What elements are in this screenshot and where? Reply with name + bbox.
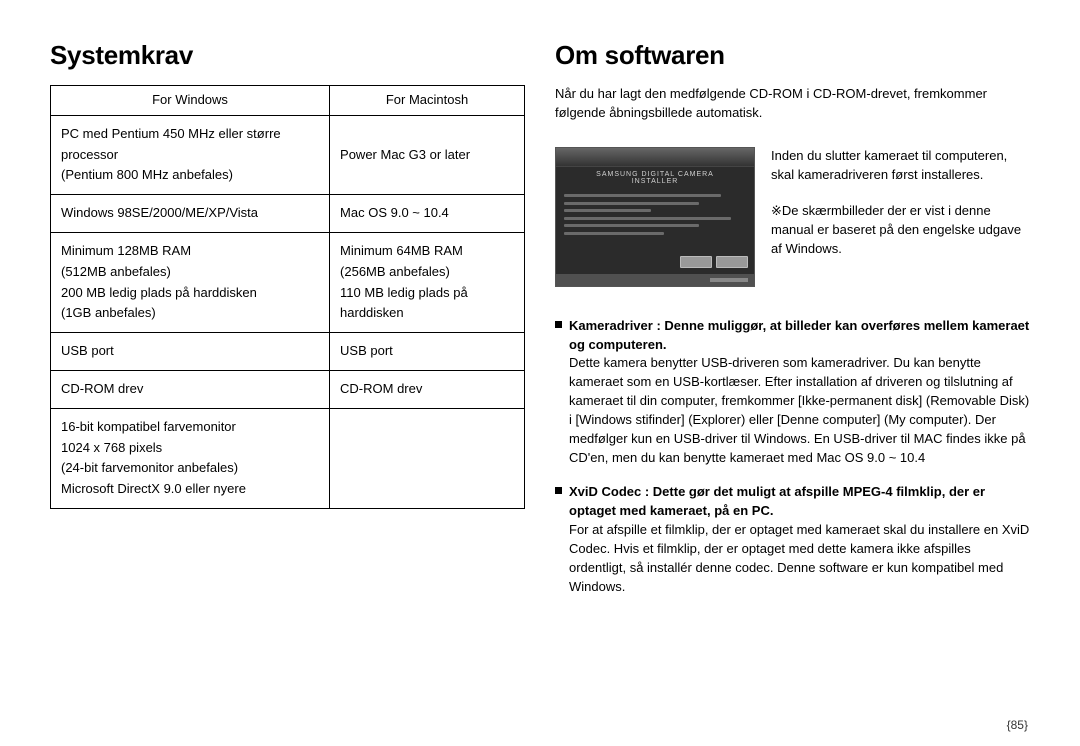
requirements-table: For Windows For Macintosh PC med Pentium… [50, 85, 525, 509]
cell-mac-os: Mac OS 9.0 ~ 10.4 [330, 195, 525, 233]
heading-systemkrav: Systemkrav [50, 40, 525, 71]
screenshot-textline [564, 224, 699, 227]
bullet-kameradriver: Kameradriver : Denne muliggør, at billed… [555, 317, 1030, 468]
cell-win-os: Windows 98SE/2000/ME/XP/Vista [51, 195, 330, 233]
bullet-title-driver: Kameradriver : Denne muliggør, at billed… [569, 318, 1029, 352]
installer-screenshot: SAMSUNG DIGITAL CAMERAINSTALLER [555, 147, 755, 287]
th-macintosh: For Macintosh [330, 86, 525, 116]
screenshot-side-text: Inden du slutter kameraet til computeren… [771, 147, 1030, 287]
page-number: {85} [1007, 718, 1028, 732]
manual-page: Systemkrav For Windows For Macintosh PC … [0, 0, 1080, 746]
th-windows: For Windows [51, 86, 330, 116]
cell-mac-ram: Minimum 64MB RAM(256MB anbefales)110 MB … [330, 232, 525, 332]
cell-win-monitor: 16-bit kompatibel farvemonitor1024 x 768… [51, 408, 330, 508]
screenshot-frame: SAMSUNG DIGITAL CAMERAINSTALLER [555, 147, 755, 287]
heading-software: Om softwaren [555, 40, 1030, 71]
cell-mac-cd: CD-ROM drev [330, 370, 525, 408]
screenshot-button [680, 256, 712, 268]
screenshot-linkbar [556, 274, 754, 286]
cell-win-ram: Minimum 128MB RAM(512MB anbefales)200 MB… [51, 232, 330, 332]
cell-win-cpu: PC med Pentium 450 MHz eller større proc… [51, 115, 330, 194]
screenshot-textline [564, 202, 699, 205]
bullet-title-xvid: XviD Codec : Dette gør det muligt at afs… [569, 484, 985, 518]
cell-win-usb: USB port [51, 333, 330, 371]
screenshot-button [716, 256, 748, 268]
cell-mac-usb: USB port [330, 333, 525, 371]
screenshot-textline [564, 217, 731, 220]
screenshot-body [556, 188, 754, 253]
bullet-xvid: XviD Codec : Dette gør det muligt at afs… [555, 483, 1030, 596]
left-column: Systemkrav For Windows For Macintosh PC … [50, 40, 525, 726]
screenshot-titlebar [556, 148, 754, 167]
bullet-body-xvid: For at afspille et filmklip, der er opta… [569, 522, 1029, 594]
cell-mac-empty [330, 408, 525, 508]
note-text: De skærmbilleder der er vist i denne man… [771, 203, 1021, 256]
install-first-text: Inden du slutter kameraet til computeren… [771, 147, 1030, 185]
screenshot-textline [564, 194, 721, 197]
screenshot-footer [556, 253, 754, 274]
screenshot-textline [564, 209, 651, 212]
reference-mark-icon: ※ [771, 203, 782, 218]
bullet-body-driver: Dette kamera benytter USB-driveren som k… [569, 355, 1029, 464]
square-bullet-icon [555, 487, 562, 494]
square-bullet-icon [555, 321, 562, 328]
note-line: ※De skærmbilleder der er vist i denne ma… [771, 202, 1030, 259]
screenshot-link-segment [710, 278, 748, 282]
cell-mac-cpu: Power Mac G3 or later [330, 115, 525, 194]
spacer [771, 184, 1030, 202]
screenshot-with-note: SAMSUNG DIGITAL CAMERAINSTALLER [555, 147, 1030, 287]
intro-text: Når du har lagt den medfølgende CD-ROM i… [555, 85, 1030, 123]
cell-win-cd: CD-ROM drev [51, 370, 330, 408]
screenshot-textline [564, 232, 664, 235]
screenshot-heading: SAMSUNG DIGITAL CAMERAINSTALLER [556, 167, 754, 188]
right-column: Om softwaren Når du har lagt den medfølg… [555, 40, 1030, 726]
